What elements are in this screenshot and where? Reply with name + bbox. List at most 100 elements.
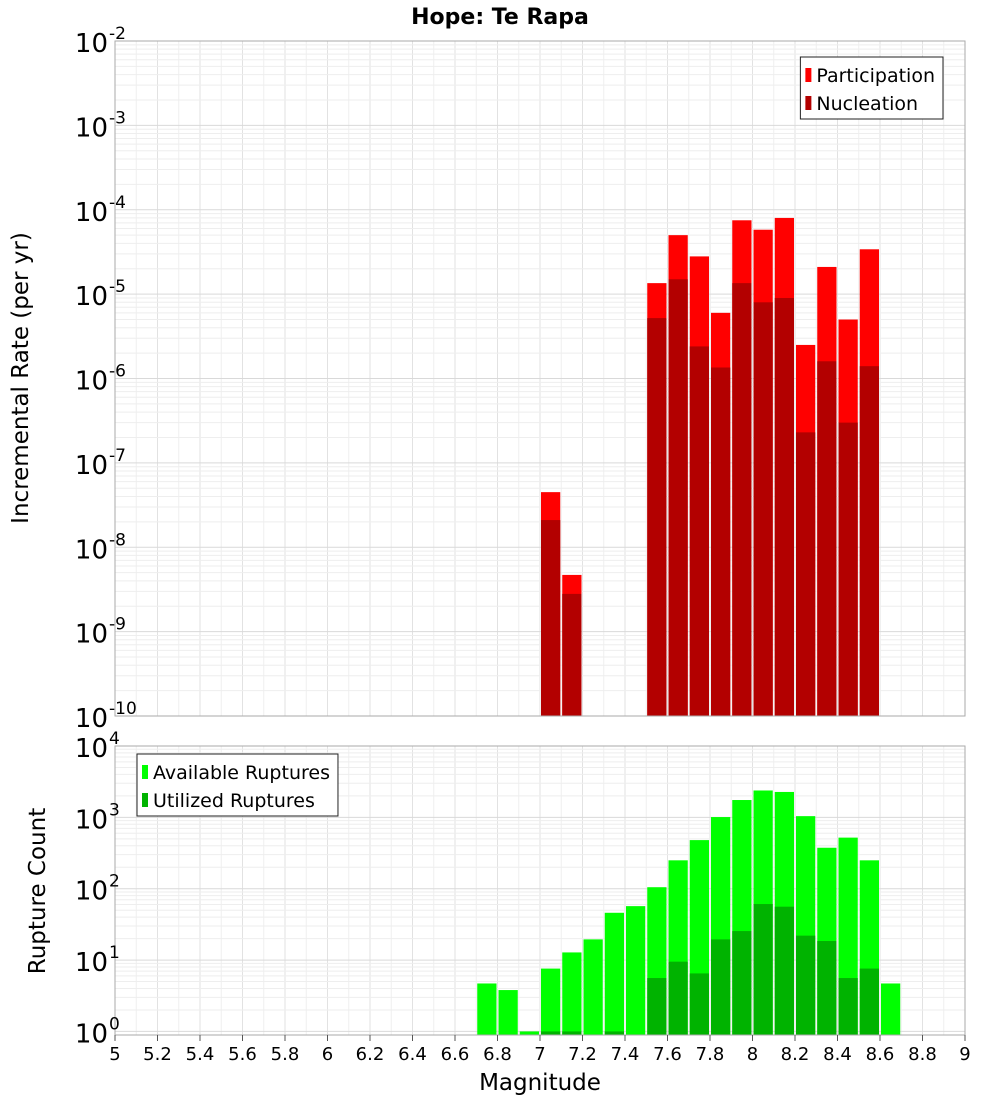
x-tick-label: 6.2 [356, 1044, 385, 1065]
x-tick-label: 6.6 [441, 1044, 470, 1065]
x-tick-label: 8.4 [823, 1044, 852, 1065]
bar-nucleation [732, 283, 752, 716]
x-tick-label: 8 [747, 1044, 758, 1065]
x-tick-label: 5.6 [228, 1044, 257, 1065]
x-tick-label: 8.2 [781, 1044, 810, 1065]
bar-utilized-ruptures [711, 939, 731, 1035]
bar-available-ruptures [583, 939, 603, 1035]
bar-available-ruptures [604, 912, 624, 1035]
y-tick-exponent: 1 [109, 943, 120, 963]
bar-utilized-ruptures [732, 931, 752, 1035]
x-tick-label: 6 [322, 1044, 333, 1065]
top-plot-frame [114, 40, 966, 717]
bar-nucleation [838, 422, 858, 716]
x-tick-label: 7.4 [611, 1044, 640, 1065]
y-tick-exponent: -9 [109, 615, 126, 635]
bar-available-ruptures [562, 952, 582, 1035]
bar-nucleation [689, 346, 709, 716]
y-tick-exponent: -6 [109, 362, 126, 382]
legend-box [136, 753, 339, 817]
bar-nucleation [541, 520, 561, 716]
y-tick-label: 10 [75, 282, 108, 312]
legend-swatch [805, 96, 812, 110]
y-tick-label: 10 [75, 805, 108, 835]
y-tick-exponent: -3 [109, 108, 126, 128]
bar-utilized-ruptures [562, 1031, 582, 1035]
top-grid [114, 41, 966, 717]
legend-label: Participation [816, 65, 935, 87]
bar-utilized-ruptures [541, 1031, 561, 1035]
y-tick-label: 10 [75, 877, 108, 907]
bar-nucleation [817, 361, 837, 716]
bar-utilized-ruptures [796, 935, 816, 1035]
top-panel: 10-210-310-410-510-610-710-810-910-10 In… [8, 24, 966, 734]
x-tick-label: 5 [109, 1044, 120, 1065]
bar-available-ruptures [477, 983, 497, 1035]
y-tick-exponent: -8 [109, 530, 126, 550]
y-tick-label: 10 [75, 620, 108, 650]
y-tick-label: 10 [75, 1019, 108, 1049]
bar-utilized-ruptures [689, 973, 709, 1035]
y-tick-label: 10 [75, 29, 108, 59]
bar-available-ruptures [626, 906, 646, 1035]
y-tick-label: 10 [75, 535, 108, 565]
bar-utilized-ruptures [604, 1031, 624, 1035]
y-tick-exponent: -5 [109, 277, 126, 297]
bar-utilized-ruptures [753, 904, 773, 1035]
y-tick-label: 10 [75, 734, 108, 764]
y-tick-exponent: -7 [109, 446, 126, 466]
bar-utilized-ruptures [859, 968, 879, 1035]
bar-nucleation [859, 366, 879, 716]
bar-nucleation [647, 318, 667, 716]
x-tick-label: 7.8 [696, 1044, 725, 1065]
legend-label: Available Ruptures [153, 762, 330, 784]
x-axis-label: Magnitude [479, 1070, 601, 1096]
y-tick-label: 10 [75, 704, 108, 734]
x-tick-label: 5.2 [143, 1044, 172, 1065]
y-tick-exponent: 0 [109, 1014, 120, 1034]
x-tick-label: 9 [959, 1044, 970, 1065]
y-tick-label: 10 [75, 451, 108, 481]
y-tick-label: 10 [75, 113, 108, 143]
bar-available-ruptures [498, 990, 518, 1035]
x-tick-label: 8.8 [908, 1044, 937, 1065]
bar-available-ruptures [519, 1031, 539, 1035]
x-tick-label: 8.6 [866, 1044, 895, 1065]
x-tick-label: 5.8 [271, 1044, 300, 1065]
legend-swatch [142, 793, 148, 807]
bar-available-ruptures [881, 983, 901, 1035]
top-y-axis-label: Incremental Rate (per yr) [8, 232, 34, 524]
y-tick-exponent: 4 [109, 729, 120, 749]
legend-label: Nucleation [816, 93, 918, 115]
bar-nucleation [668, 279, 688, 716]
y-tick-exponent: 2 [109, 872, 120, 892]
bar-utilized-ruptures [838, 978, 858, 1035]
bottom-y-axis-label: Rupture Count [25, 808, 51, 974]
bar-nucleation [562, 593, 582, 716]
y-tick-exponent: 3 [109, 800, 120, 820]
top-legend: Participation Nucleation [799, 56, 944, 120]
bar-utilized-ruptures [647, 978, 667, 1035]
bar-nucleation [711, 367, 731, 716]
x-tick-label: 7.2 [568, 1044, 597, 1065]
x-tick-label: 7 [534, 1044, 545, 1065]
legend-box [799, 56, 944, 120]
x-tick-label: 7.6 [653, 1044, 682, 1065]
top-y-ticks: 10-210-310-410-510-610-710-810-910-10 [75, 24, 137, 734]
bottom-legend: Available Ruptures Utilized Ruptures [136, 753, 339, 817]
y-tick-exponent: -10 [109, 699, 137, 719]
y-tick-label: 10 [75, 367, 108, 397]
y-tick-label: 10 [75, 948, 108, 978]
bar-utilized-ruptures [774, 906, 794, 1035]
y-tick-label: 10 [75, 198, 108, 228]
chart-title: Hope: Te Rapa [411, 5, 589, 30]
x-ticks: 5 5.2 5.4 5.6 5.8 6 6.2 6.4 6.6 6.8 7 7.2 7.4 7.6 7.8 8… [109, 1035, 971, 1065]
x-tick-label: 5.4 [186, 1044, 215, 1065]
bottom-bars [477, 790, 901, 1035]
bar-nucleation [774, 297, 794, 716]
bar-available-ruptures [541, 968, 561, 1035]
legend-label: Utilized Ruptures [153, 790, 315, 812]
